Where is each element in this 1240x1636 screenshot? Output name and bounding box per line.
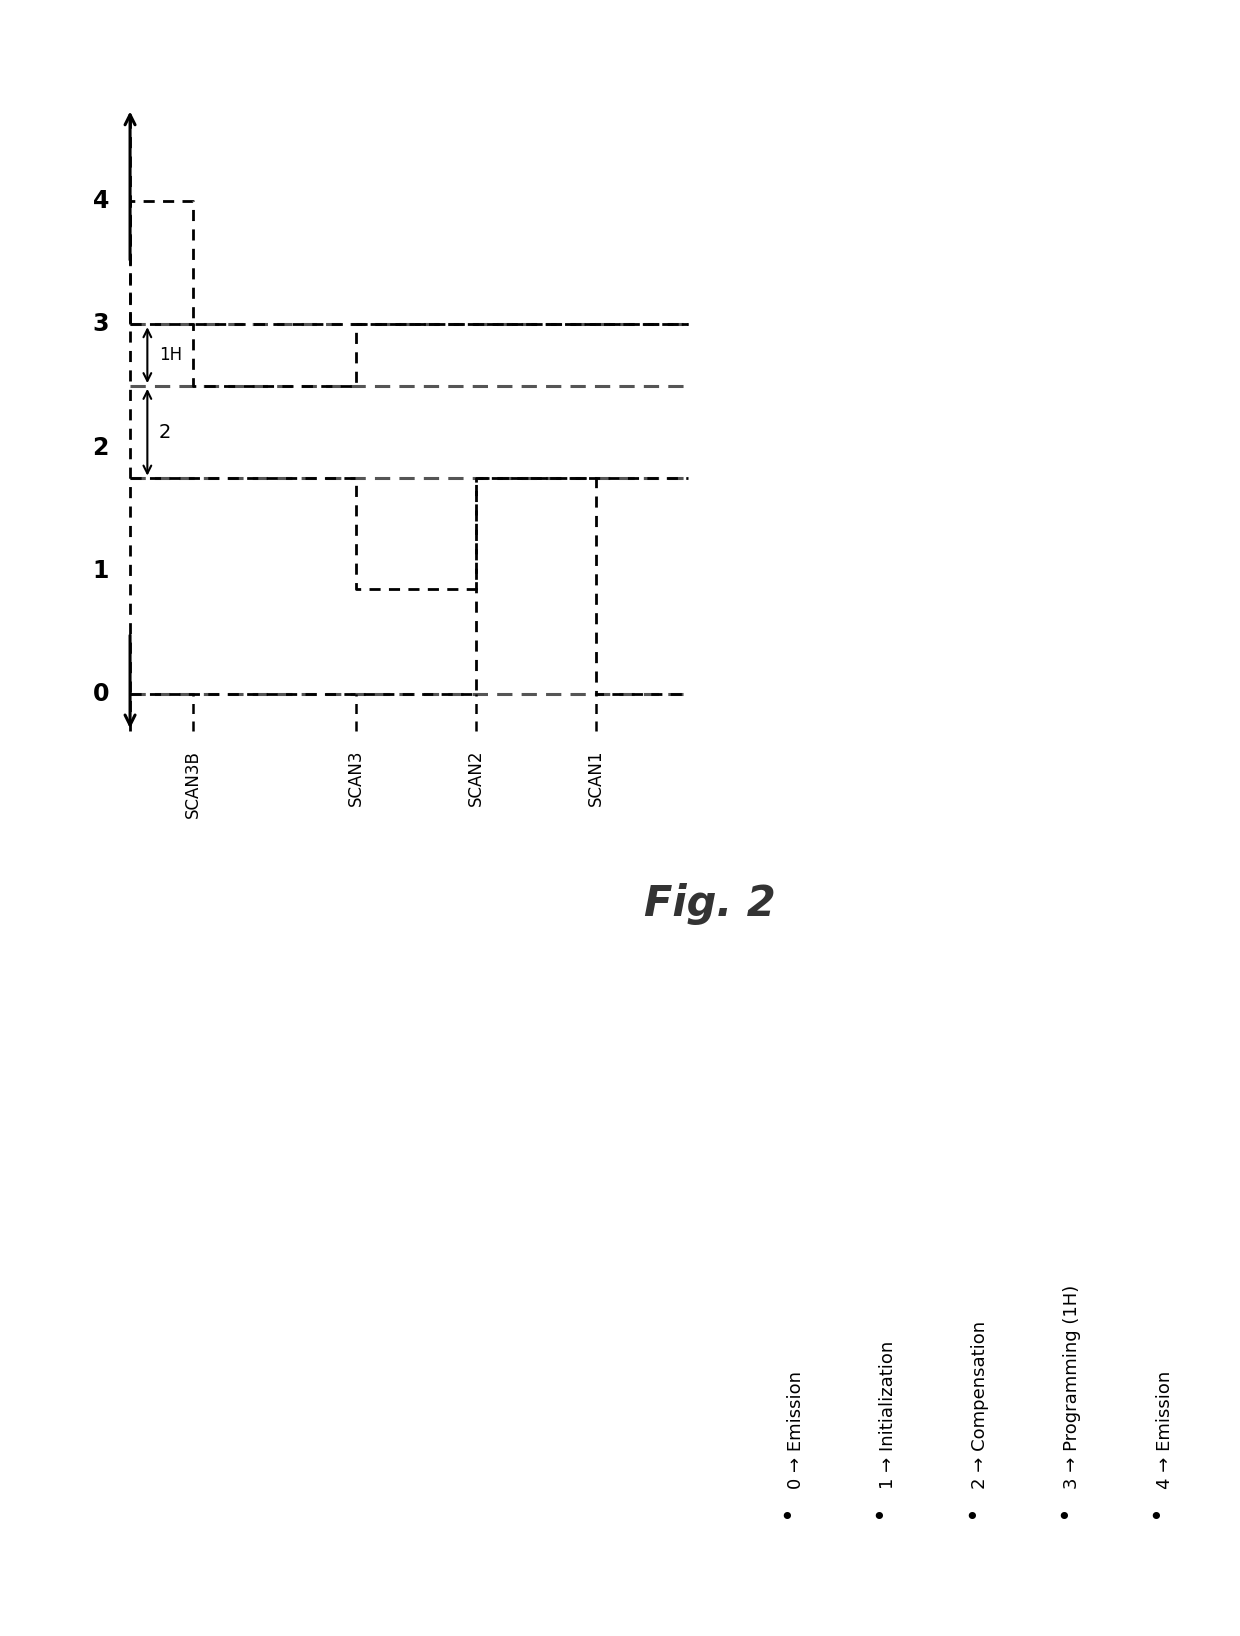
Text: Fig. 2: Fig. 2 <box>644 883 775 926</box>
Text: 4: 4 <box>93 190 109 213</box>
Text: •: • <box>779 1505 794 1530</box>
Text: 1H: 1H <box>159 347 182 365</box>
Text: 1 → Initialization: 1 → Initialization <box>879 1340 897 1489</box>
Text: SCAN3: SCAN3 <box>347 749 365 807</box>
Text: SCAN2: SCAN2 <box>467 749 485 807</box>
Text: •: • <box>1056 1505 1071 1530</box>
Text: 0 → Emission: 0 → Emission <box>786 1371 805 1489</box>
Text: SCAN3B: SCAN3B <box>184 749 202 818</box>
Text: •: • <box>872 1505 887 1530</box>
Text: 3: 3 <box>93 312 109 337</box>
Text: 2 → Compensation: 2 → Compensation <box>971 1320 990 1489</box>
Text: 2: 2 <box>93 435 109 460</box>
Text: •: • <box>963 1505 978 1530</box>
Text: 2: 2 <box>159 422 171 442</box>
Text: 0: 0 <box>93 682 109 707</box>
Text: 3 → Programming (1H): 3 → Programming (1H) <box>1064 1284 1081 1489</box>
Text: 1: 1 <box>93 560 109 582</box>
Text: 4 → Emission: 4 → Emission <box>1156 1371 1174 1489</box>
Text: •: • <box>1148 1505 1163 1530</box>
Text: SCAN1: SCAN1 <box>588 749 605 807</box>
